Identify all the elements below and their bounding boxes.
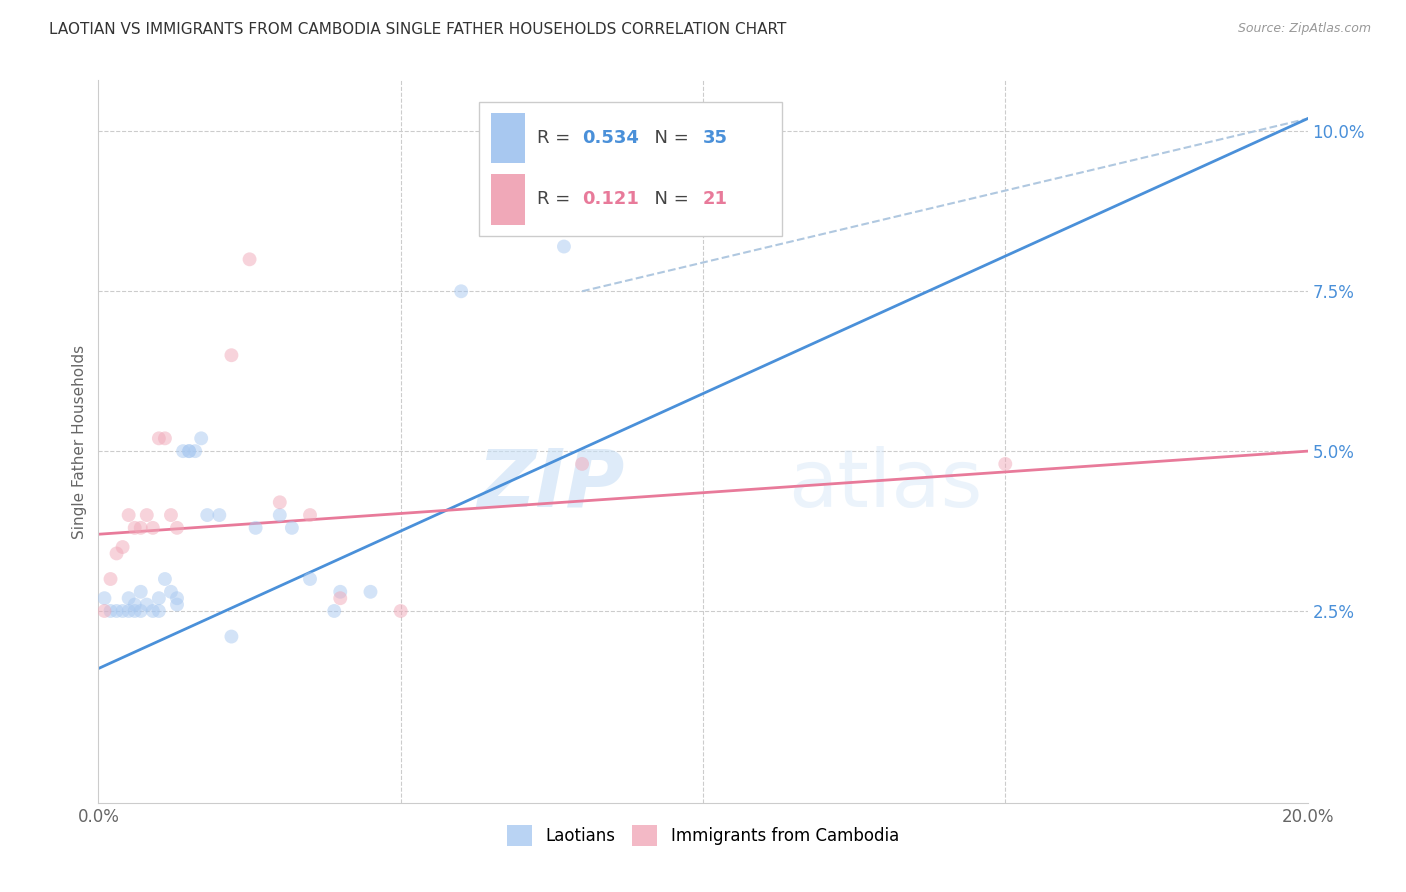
- Point: [100, 604, 122, 618]
- Text: Source: ZipAtlas.com: Source: ZipAtlas.com: [1237, 22, 1371, 36]
- Point: [129, 604, 152, 618]
- Point: [389, 604, 412, 618]
- Point: [450, 285, 472, 299]
- Point: [93, 604, 115, 618]
- Text: 0.534: 0.534: [582, 129, 638, 147]
- Point: [135, 598, 157, 612]
- Text: R =: R =: [537, 191, 576, 209]
- Point: [160, 508, 183, 522]
- Point: [129, 521, 152, 535]
- Point: [269, 508, 291, 522]
- Point: [160, 584, 183, 599]
- Point: [329, 591, 352, 606]
- Point: [148, 591, 170, 606]
- Point: [105, 546, 128, 560]
- Point: [118, 604, 141, 618]
- Point: [571, 457, 593, 471]
- Point: [166, 521, 188, 535]
- Point: [281, 521, 304, 535]
- Point: [245, 521, 267, 535]
- Text: R =: R =: [537, 129, 576, 147]
- Point: [135, 508, 157, 522]
- Bar: [492, 112, 526, 163]
- Point: [195, 508, 218, 522]
- Text: N =: N =: [643, 129, 695, 147]
- Point: [142, 604, 165, 618]
- Point: [129, 584, 152, 599]
- Point: [142, 521, 165, 535]
- Point: [553, 239, 575, 253]
- Text: 21: 21: [703, 191, 728, 209]
- Point: [93, 591, 115, 606]
- FancyBboxPatch shape: [479, 102, 782, 235]
- Point: [299, 508, 322, 522]
- Point: [118, 508, 141, 522]
- Point: [172, 444, 194, 458]
- Point: [148, 431, 170, 445]
- Point: [153, 431, 176, 445]
- Text: LAOTIAN VS IMMIGRANTS FROM CAMBODIA SINGLE FATHER HOUSEHOLDS CORRELATION CHART: LAOTIAN VS IMMIGRANTS FROM CAMBODIA SING…: [49, 22, 786, 37]
- Point: [166, 591, 188, 606]
- Text: 0.121: 0.121: [582, 191, 638, 209]
- Point: [208, 508, 231, 522]
- Point: [124, 521, 146, 535]
- Point: [179, 444, 201, 458]
- Bar: [492, 174, 526, 225]
- Point: [153, 572, 176, 586]
- Point: [299, 572, 322, 586]
- Point: [148, 604, 170, 618]
- Point: [269, 495, 291, 509]
- Point: [118, 591, 141, 606]
- Text: 35: 35: [703, 129, 728, 147]
- Text: ZIP: ZIP: [477, 446, 624, 524]
- Point: [179, 444, 201, 458]
- Point: [111, 540, 134, 554]
- Point: [166, 598, 188, 612]
- Point: [994, 457, 1017, 471]
- Point: [111, 604, 134, 618]
- Point: [323, 604, 346, 618]
- Point: [124, 604, 146, 618]
- Point: [221, 348, 243, 362]
- Point: [190, 431, 212, 445]
- Text: N =: N =: [643, 191, 695, 209]
- Point: [105, 604, 128, 618]
- Point: [100, 572, 122, 586]
- Point: [239, 252, 262, 267]
- Y-axis label: Single Father Households: Single Father Households: [72, 344, 87, 539]
- Point: [124, 598, 146, 612]
- Legend: Laotians, Immigrants from Cambodia: Laotians, Immigrants from Cambodia: [501, 819, 905, 852]
- Point: [184, 444, 207, 458]
- Point: [329, 584, 352, 599]
- Point: [221, 630, 243, 644]
- Text: atlas: atlas: [787, 446, 981, 524]
- Point: [360, 584, 382, 599]
